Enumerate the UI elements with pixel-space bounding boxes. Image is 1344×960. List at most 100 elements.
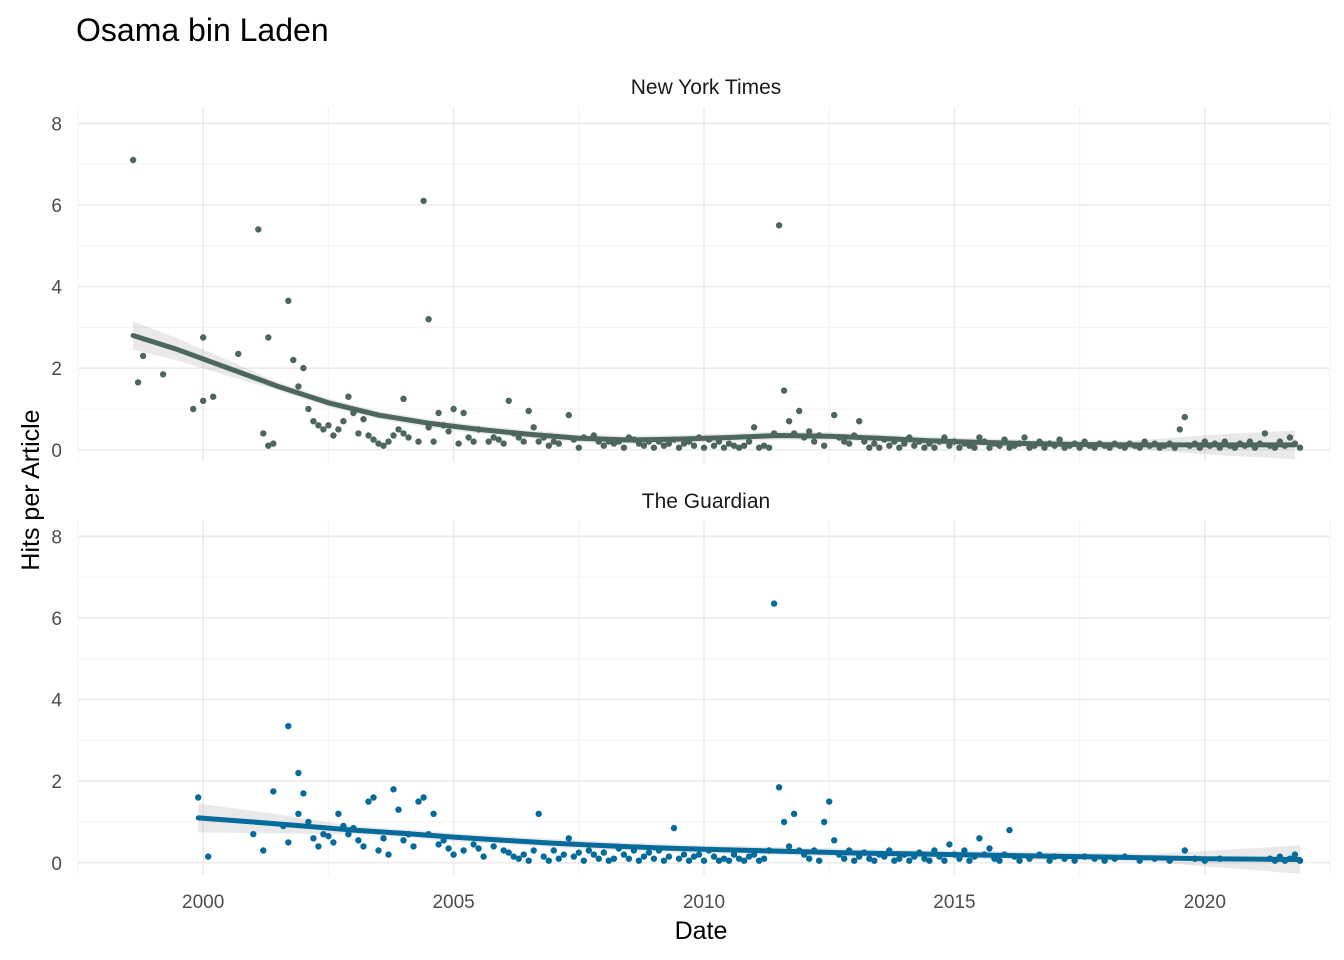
data-point: [1181, 413, 1189, 421]
data-point: [886, 442, 893, 449]
data-point: [315, 843, 322, 850]
data-point: [660, 442, 668, 449]
y-tick-label: 4: [51, 691, 62, 712]
data-point: [290, 356, 297, 364]
data-point: [956, 444, 963, 451]
data-point: [926, 857, 933, 864]
data-point: [1286, 434, 1294, 441]
data-point: [335, 426, 342, 433]
data-point: [490, 843, 497, 850]
data-point: [405, 434, 412, 441]
data-point: [285, 839, 292, 846]
data-point: [971, 444, 978, 451]
data-point: [400, 430, 407, 437]
data-point: [700, 857, 708, 864]
data-point: [430, 810, 437, 817]
data-point: [190, 405, 197, 413]
data-point: [385, 851, 392, 858]
x-tick-label: 2010: [683, 892, 725, 913]
data-point: [300, 364, 307, 372]
data-point: [490, 434, 497, 441]
data-point: [831, 411, 838, 419]
data-point: [896, 444, 903, 451]
data-point: [806, 428, 813, 435]
data-point: [871, 440, 878, 447]
data-point: [380, 835, 387, 842]
data-point: [390, 432, 397, 439]
data-point: [195, 794, 202, 801]
data-point: [660, 857, 668, 864]
data-point: [370, 794, 377, 801]
data-point: [770, 600, 778, 607]
data-point: [310, 418, 317, 425]
data-point: [530, 424, 537, 431]
data-point: [1181, 847, 1189, 854]
data-point: [821, 818, 828, 826]
data-point: [385, 438, 392, 445]
data-point: [635, 857, 643, 864]
data-point: [575, 849, 582, 856]
data-point: [715, 857, 723, 864]
x-tick-label: 2015: [933, 892, 975, 913]
data-point: [355, 430, 362, 437]
data-point: [550, 438, 557, 445]
data-point: [540, 853, 547, 860]
data-point: [610, 855, 618, 862]
data-point: [535, 810, 542, 817]
data-point: [465, 434, 472, 441]
data-point: [415, 798, 422, 805]
data-point: [420, 197, 427, 205]
data-point: [841, 855, 848, 862]
x-tick-label: 2005: [432, 892, 474, 913]
data-point: [550, 847, 557, 854]
data-point: [525, 857, 532, 864]
y-tick-label: 8: [51, 527, 62, 548]
data-point: [355, 837, 362, 844]
data-point: [545, 857, 552, 864]
data-point: [665, 853, 673, 860]
data-point: [931, 444, 938, 451]
data-point: [821, 442, 828, 449]
data-point: [310, 835, 317, 842]
data-point: [159, 371, 167, 378]
data-point: [695, 851, 703, 858]
data-point: [826, 798, 833, 805]
data-point: [470, 438, 477, 445]
data-point: [139, 352, 147, 360]
data-point: [1016, 857, 1023, 864]
data-point: [285, 297, 292, 304]
data-point: [760, 855, 768, 862]
data-point: [505, 849, 512, 856]
data-point: [430, 438, 437, 445]
data-point: [740, 857, 748, 864]
data-point: [595, 855, 602, 862]
data-point: [270, 788, 277, 795]
data-point: [600, 849, 607, 856]
data-point: [535, 438, 542, 445]
y-tick-label: 0: [51, 854, 62, 875]
data-point: [134, 379, 142, 386]
data-point: [510, 853, 517, 860]
data-point: [1046, 857, 1053, 864]
data-point: [435, 841, 442, 848]
data-point: [325, 833, 332, 840]
data-point: [996, 857, 1003, 864]
trend-line: [130, 333, 1298, 448]
panel-strip-label: New York Times: [631, 76, 782, 99]
data-point: [555, 440, 562, 447]
data-point: [415, 438, 422, 445]
y-tick-label: 2: [51, 772, 62, 793]
x-tick-label: 2000: [182, 892, 224, 913]
data-point: [871, 857, 878, 864]
data-point: [941, 857, 948, 864]
data-point: [560, 851, 567, 858]
data-point: [500, 847, 507, 854]
data-point: [585, 847, 592, 854]
data-point: [1006, 444, 1013, 451]
data-point: [831, 837, 838, 844]
data-point: [690, 853, 698, 860]
data-point: [755, 444, 763, 451]
data-point: [745, 438, 753, 445]
data-point: [265, 334, 272, 341]
